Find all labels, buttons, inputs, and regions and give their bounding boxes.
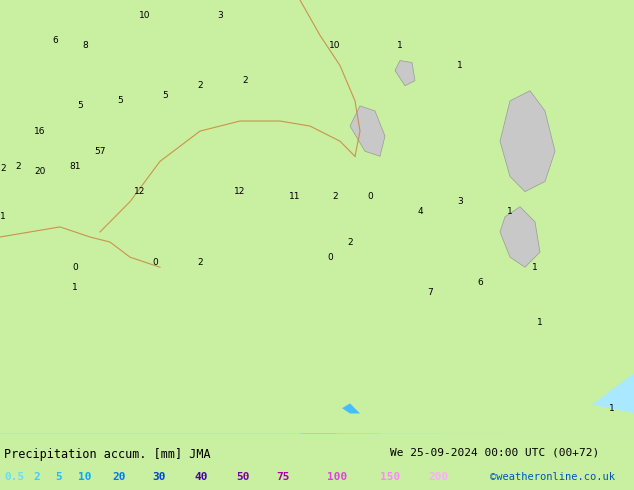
Text: 0: 0 — [152, 258, 158, 267]
Text: 3: 3 — [457, 197, 463, 206]
Text: 5: 5 — [55, 472, 61, 482]
Text: 0: 0 — [367, 192, 373, 201]
Text: 1: 1 — [72, 283, 78, 292]
Text: 5: 5 — [77, 101, 83, 110]
Text: 2: 2 — [15, 162, 21, 171]
Text: 0: 0 — [72, 263, 78, 272]
Text: 30: 30 — [152, 472, 165, 482]
Polygon shape — [500, 91, 555, 192]
Text: 2: 2 — [347, 238, 353, 246]
Text: Precipitation accum. [mm] JMA: Precipitation accum. [mm] JMA — [4, 448, 210, 461]
Text: 3: 3 — [217, 11, 223, 20]
Polygon shape — [350, 106, 385, 156]
Text: 4: 4 — [417, 207, 423, 216]
Text: 1: 1 — [537, 318, 543, 327]
Text: 2: 2 — [33, 472, 40, 482]
Text: 12: 12 — [235, 187, 246, 196]
Text: 10: 10 — [329, 41, 340, 50]
Text: 0.5: 0.5 — [4, 472, 24, 482]
Text: 1: 1 — [532, 263, 538, 272]
Text: 20: 20 — [34, 167, 46, 176]
Text: 2: 2 — [197, 258, 203, 267]
Polygon shape — [500, 207, 540, 267]
Text: 20: 20 — [112, 472, 126, 482]
Text: 8: 8 — [82, 41, 88, 50]
Text: 1: 1 — [507, 207, 513, 216]
Text: 150: 150 — [380, 472, 400, 482]
Polygon shape — [540, 0, 634, 313]
Text: 2: 2 — [242, 76, 248, 85]
Text: 16: 16 — [34, 126, 46, 136]
Text: 1: 1 — [397, 41, 403, 50]
Text: 2: 2 — [332, 192, 338, 201]
Text: 100: 100 — [327, 472, 347, 482]
Text: ©weatheronline.co.uk: ©weatheronline.co.uk — [490, 472, 615, 482]
Text: 10: 10 — [78, 472, 91, 482]
Text: 75: 75 — [276, 472, 290, 482]
Text: 1: 1 — [0, 212, 6, 221]
Text: 81: 81 — [69, 162, 81, 171]
Text: 1: 1 — [457, 61, 463, 70]
Text: 50: 50 — [236, 472, 250, 482]
Polygon shape — [0, 272, 634, 434]
Text: 6: 6 — [52, 36, 58, 45]
Text: 10: 10 — [139, 11, 151, 20]
Text: 1: 1 — [609, 404, 615, 413]
Text: 7: 7 — [427, 288, 433, 297]
Text: 0: 0 — [327, 253, 333, 262]
Text: We 25-09-2024 00:00 UTC (00+72): We 25-09-2024 00:00 UTC (00+72) — [390, 448, 599, 458]
Text: 40: 40 — [194, 472, 207, 482]
Polygon shape — [0, 0, 634, 434]
Polygon shape — [440, 293, 634, 434]
Text: 11: 11 — [289, 192, 301, 201]
Text: 200: 200 — [428, 472, 448, 482]
Polygon shape — [395, 60, 415, 86]
Text: 6: 6 — [477, 278, 483, 287]
Text: 2: 2 — [197, 81, 203, 90]
Text: 5: 5 — [162, 91, 168, 100]
Text: 12: 12 — [134, 187, 146, 196]
Text: 57: 57 — [94, 147, 106, 156]
Text: 2: 2 — [0, 164, 6, 173]
Text: 5: 5 — [117, 97, 123, 105]
